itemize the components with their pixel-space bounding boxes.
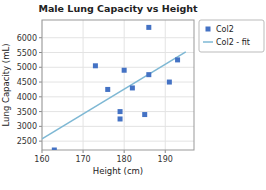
grid-line xyxy=(42,96,194,97)
point xyxy=(118,109,123,114)
tick-label: 2500 xyxy=(17,137,37,146)
tick-label: 5000 xyxy=(17,63,37,72)
chart: 160 170 180 190 2500 3000 3500 4000 4500 5000 5500… xyxy=(0,0,266,190)
title: Male Lung Capacity vs Height xyxy=(39,3,198,14)
plot-area xyxy=(42,20,194,150)
point xyxy=(105,87,110,92)
point xyxy=(52,148,57,151)
grid-line xyxy=(42,37,194,38)
legend-label: Col2 xyxy=(216,25,234,34)
plot-frame xyxy=(42,20,194,150)
point xyxy=(130,85,135,90)
legend-swatch xyxy=(203,41,213,43)
tick-label: 160 xyxy=(34,155,49,164)
point xyxy=(175,57,180,62)
marks xyxy=(42,25,186,150)
tick-label: 3000 xyxy=(17,122,37,131)
grid-line xyxy=(42,126,194,127)
point xyxy=(146,25,151,30)
point xyxy=(118,116,123,121)
grid-line xyxy=(165,20,166,150)
grid-line xyxy=(42,67,194,68)
point xyxy=(167,80,172,85)
point xyxy=(146,72,151,77)
legend-box xyxy=(199,20,264,52)
grid-line xyxy=(42,52,194,53)
tick-label: 6000 xyxy=(17,34,37,43)
point xyxy=(142,112,147,117)
legend: Col2 Col2 - fit xyxy=(199,20,264,52)
point xyxy=(122,68,127,73)
y-label: Lung Capacity (mL) xyxy=(1,44,11,127)
legend-swatch xyxy=(206,27,211,32)
tick-label: 4000 xyxy=(17,93,37,102)
tick-label: 4500 xyxy=(17,78,37,87)
x-label: Height (cm) xyxy=(93,166,143,176)
tick-label: 170 xyxy=(75,155,90,164)
tick-label: 190 xyxy=(158,155,173,164)
tick-label: 3500 xyxy=(17,108,37,117)
grid-line xyxy=(83,20,84,150)
grid xyxy=(42,20,194,150)
legend-label: Col2 - fit xyxy=(216,38,250,47)
tick-label: 180 xyxy=(117,155,132,164)
grid-line xyxy=(124,20,125,150)
grid-line xyxy=(42,141,194,142)
tick-label: 5500 xyxy=(17,49,37,58)
point xyxy=(93,63,98,68)
fit-line xyxy=(42,52,186,139)
